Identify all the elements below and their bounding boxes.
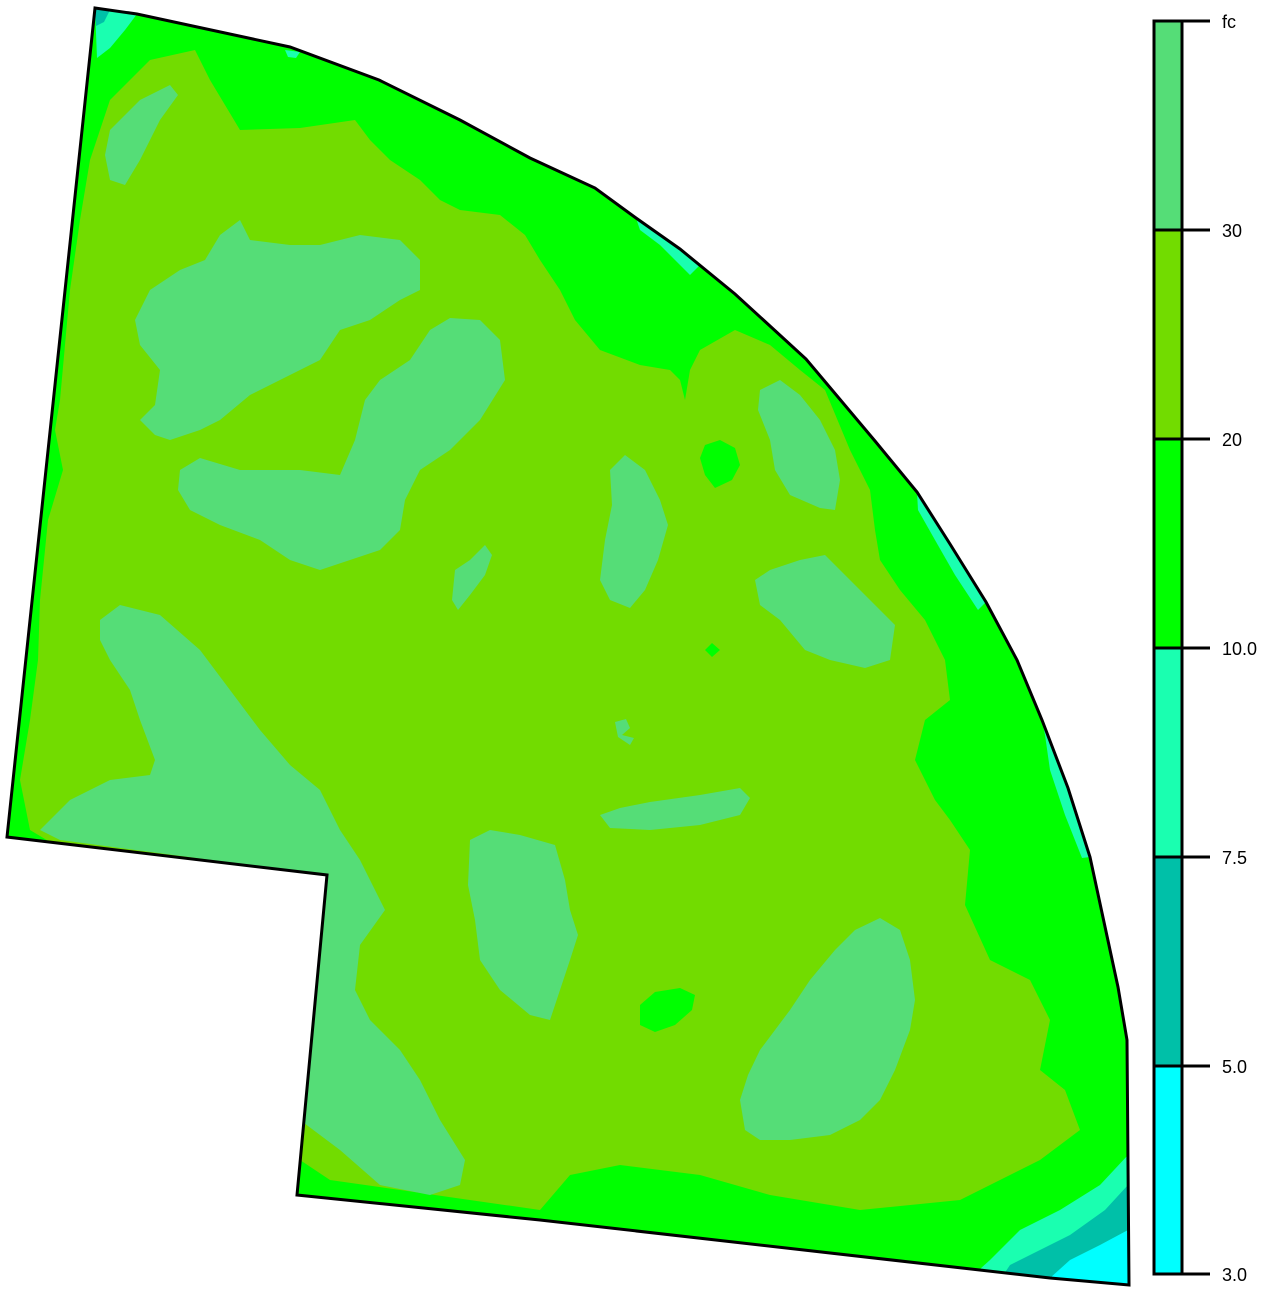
- band-30plus-island-g: [755, 555, 895, 668]
- legend-tick-label-20: 20: [1222, 430, 1242, 450]
- band-30plus-island-d: [452, 545, 492, 610]
- contour-fill-group: [7, 8, 1128, 1285]
- legend-tick-label-5: 5.0: [1222, 1057, 1247, 1077]
- legend-tick-label-30: 30: [1222, 221, 1242, 241]
- band-3-5-corner: [1050, 1230, 1128, 1285]
- band-30plus-island-c: [178, 318, 505, 570]
- band-30plus-island-h: [600, 788, 750, 830]
- legend-band-30plus: [1154, 21, 1182, 230]
- band-10-20-pocket-a: [700, 440, 740, 488]
- band-10-20-pocket-b: [640, 988, 695, 1032]
- area-outline: [5, 6, 1131, 1287]
- band-30plus-island-f: [758, 380, 840, 510]
- band-7-5-10-edge-d: [285, 50, 300, 58]
- legend-unit-label: fc: [1222, 12, 1236, 32]
- band-30plus-island-i: [468, 830, 578, 1020]
- band-30plus-island-e: [600, 455, 668, 608]
- band-30plus-island-a: [105, 85, 178, 185]
- legend-tick-label-3: 3.0: [1222, 1265, 1247, 1285]
- band-10-20-pocket-c: [705, 643, 720, 657]
- legend-band-20-30: [1154, 230, 1182, 439]
- legend-ticks: [1154, 19, 1210, 1276]
- band-30plus-island-j: [40, 605, 465, 1195]
- legend-tick-label-7-5: 7.5: [1222, 848, 1247, 868]
- legend-band-10-20: [1154, 439, 1182, 648]
- illuminance-legend: fc 30 20 10.0 7.5 5.0 3.0: [1152, 12, 1257, 1285]
- band-30plus-island-k: [740, 918, 915, 1140]
- legend-band-3-5: [1154, 1066, 1182, 1274]
- band-7-5-10-edge-a: [636, 218, 700, 275]
- band-7-5-10-top-left: [95, 8, 137, 58]
- legend-band-7-5-10: [1154, 648, 1182, 857]
- band-5-7-5-top-left: [95, 8, 110, 26]
- band-30plus-pocket-d: [615, 719, 634, 745]
- legend-tick-label-10: 10.0: [1222, 639, 1257, 659]
- band-30plus-island-b: [135, 220, 420, 440]
- legend-band-5-7-5: [1154, 857, 1182, 1066]
